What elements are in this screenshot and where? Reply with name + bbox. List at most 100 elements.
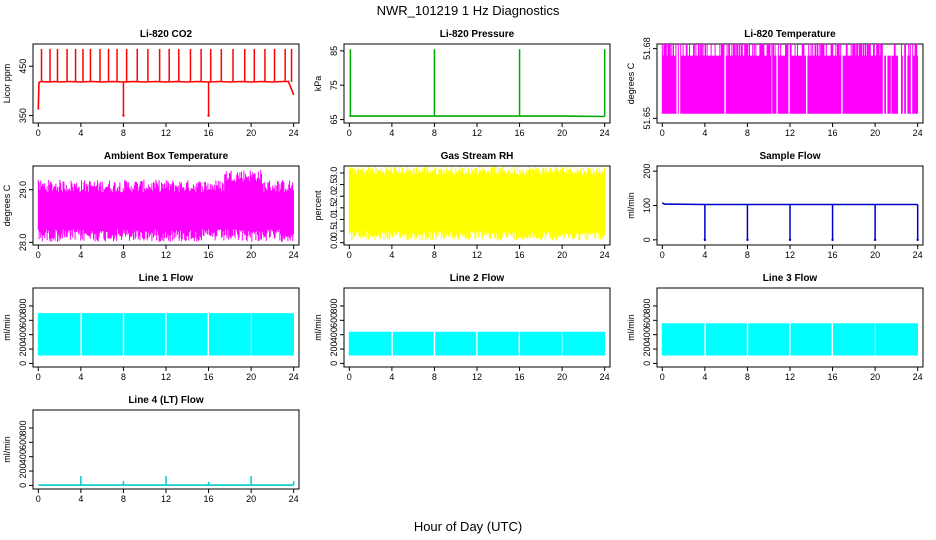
x-tick-label: 20	[246, 128, 256, 138]
chart-panel: Ambient Box Temperature degrees C 0 4 8 12 16 2…	[2, 151, 300, 260]
plot-area	[348, 166, 605, 241]
y-tick-label: 51.68	[642, 37, 652, 60]
x-tick-label: 8	[121, 128, 126, 138]
plot-area	[38, 476, 295, 486]
y-tick-label: 800	[18, 298, 28, 313]
y-tick-label: 600	[18, 435, 28, 450]
x-tick-label: 16	[515, 250, 525, 260]
y-tick-label: 200	[18, 342, 28, 357]
chart-panel: Li-820 Temperature degrees C 0 4 8 12 16 20 24 51…	[626, 29, 924, 138]
x-tick-label: 20	[246, 250, 256, 260]
x-tick-label: 0	[347, 372, 352, 382]
y-tick-label: 1.5	[329, 202, 339, 215]
x-tick-label: 20	[557, 372, 567, 382]
series-band	[661, 323, 918, 356]
y-tick-label: 0	[329, 361, 339, 366]
y-axis-label: Licor ppm	[2, 64, 12, 104]
y-tick-label: 28.0	[18, 234, 28, 252]
x-tick-label: 0	[347, 128, 352, 138]
x-tick-label: 12	[472, 250, 482, 260]
y-tick-label: 600	[18, 313, 28, 328]
x-tick-label: 16	[204, 250, 214, 260]
x-tick-label: 0	[660, 372, 665, 382]
series-line	[661, 202, 918, 206]
x-tick-label: 16	[828, 128, 838, 138]
y-axis-label: ml/min	[313, 314, 323, 341]
x-tick-label: 4	[78, 372, 83, 382]
plot-area	[348, 331, 605, 356]
y-tick-label: 0.0	[329, 236, 339, 249]
y-axis-label: ml/min	[626, 314, 636, 341]
plot-frame	[32, 43, 300, 124]
plot-area	[661, 202, 919, 242]
plot-area	[661, 44, 918, 114]
y-tick-label: 51.65	[642, 107, 652, 130]
x-tick-label: 16	[204, 372, 214, 382]
plot-frame	[343, 43, 611, 124]
x-tick-label: 8	[121, 372, 126, 382]
panel-title: Gas Stream RH	[441, 151, 514, 162]
y-tick-label: 29.0	[18, 181, 28, 199]
y-axis-label: kPa	[313, 76, 323, 92]
y-tick-label: 200	[329, 342, 339, 357]
x-tick-label: 16	[515, 372, 525, 382]
panel-title: Sample Flow	[759, 151, 820, 162]
plot-area	[37, 313, 294, 356]
chart-panel: Li-820 CO2 Licor ppm 0 4 8 12 16 20 24 350 450	[2, 29, 300, 138]
x-tick-label: 20	[870, 372, 880, 382]
x-tick-label: 20	[246, 494, 256, 504]
y-tick-label: 0	[18, 361, 28, 366]
x-tick-label: 8	[745, 128, 750, 138]
x-tick-label: 24	[600, 250, 610, 260]
x-tick-label: 4	[389, 372, 394, 382]
x-tick-label: 0	[347, 250, 352, 260]
y-tick-label: 350	[18, 108, 28, 123]
series-band	[348, 331, 605, 356]
chart-panel: Line 3 Flow ml/min 0 4 8 12 16 20 24 0 20040060080…	[626, 273, 924, 382]
x-tick-label: 16	[515, 128, 525, 138]
x-tick-label: 4	[78, 250, 83, 260]
series-band	[348, 166, 605, 241]
y-tick-label: 75	[329, 80, 339, 90]
y-tick-label: 400	[18, 449, 28, 464]
y-tick-label: 3.0	[329, 167, 339, 180]
x-tick-label: 16	[828, 372, 838, 382]
x-tick-label: 12	[161, 372, 171, 382]
y-axis-label: percent	[313, 190, 323, 221]
panel-title: Line 4 (LT) Flow	[128, 395, 204, 406]
x-tick-label: 12	[785, 372, 795, 382]
plot-area	[37, 169, 294, 242]
panel-title: Li-820 Pressure	[440, 29, 515, 40]
x-tick-label: 8	[432, 250, 437, 260]
y-tick-label: 600	[642, 313, 652, 328]
y-tick-label: 450	[18, 59, 28, 74]
y-tick-label: 2.5	[329, 178, 339, 191]
series-band	[37, 169, 294, 242]
y-tick-label: 0	[642, 361, 652, 366]
x-tick-label: 24	[289, 250, 299, 260]
chart-panel: Li-820 Pressure kPa 0 4 8 12 16 20 24 65 75 85	[313, 29, 611, 138]
x-tick-label: 4	[78, 128, 83, 138]
dip-point	[873, 238, 877, 242]
x-tick-label: 12	[161, 128, 171, 138]
x-tick-label: 8	[745, 372, 750, 382]
x-tick-label: 0	[660, 250, 665, 260]
y-axis-label: ml/min	[2, 314, 12, 341]
chart-panel: Line 1 Flow ml/min 0 4 8 12 16 20 24 0 20040060080…	[2, 273, 300, 382]
y-tick-label: 85	[329, 46, 339, 56]
x-tick-label: 24	[289, 128, 299, 138]
x-tick-label: 4	[78, 494, 83, 504]
y-tick-label: 1.0	[329, 213, 339, 226]
y-tick-label: 0	[642, 237, 652, 242]
x-tick-label: 4	[389, 250, 394, 260]
x-tick-label: 16	[204, 128, 214, 138]
x-tick-label: 12	[785, 250, 795, 260]
series-band	[37, 313, 294, 356]
x-tick-label: 12	[161, 250, 171, 260]
x-tick-label: 4	[389, 128, 394, 138]
dip-point	[788, 238, 792, 242]
panel-title: Ambient Box Temperature	[104, 151, 229, 162]
y-tick-label: 200	[642, 164, 652, 179]
y-tick-label: 800	[642, 298, 652, 313]
